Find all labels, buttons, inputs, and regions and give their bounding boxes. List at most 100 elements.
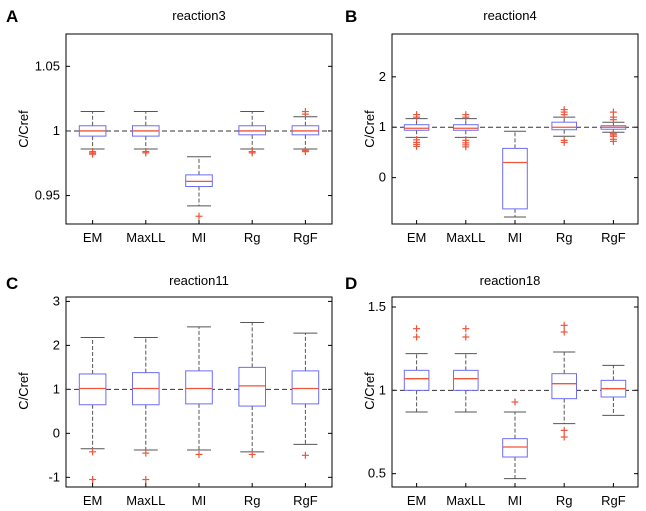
panel-c-x-tick-label: RgF (293, 493, 318, 508)
panel-c-y-tick-label: 2 (53, 337, 60, 352)
box-body (502, 438, 528, 458)
box-body (551, 373, 578, 400)
outlier-marker (413, 325, 421, 333)
box-body (453, 124, 479, 131)
box-body (238, 366, 266, 407)
panel-c-letter: C (6, 274, 18, 293)
panel-c-y-tick-label: 3 (53, 293, 60, 308)
panel-b-y-tick-label: 0 (379, 170, 386, 185)
panel-c-y-tick-label: 0 (53, 425, 60, 440)
panel-b-y-axis-label: C/Cref (362, 110, 377, 148)
outlier-marker (560, 138, 568, 146)
outlier-marker (301, 451, 309, 459)
panel-d-box-maxll (453, 325, 479, 413)
box-body (291, 370, 320, 405)
box-body (403, 124, 430, 131)
panel-c-x-tick-label: MI (192, 493, 206, 508)
outlier-marker (560, 328, 568, 336)
panel-a-x-tick-label: MI (192, 230, 206, 245)
outlier-marker (462, 113, 470, 121)
outlier-marker (301, 110, 309, 118)
panel-d-y-tick-label: 0.5 (368, 466, 386, 481)
panel-b-x-tick-label: MaxLL (446, 230, 485, 245)
box-body (502, 147, 528, 210)
outlier-marker (301, 148, 309, 156)
panel-a-box-mi (185, 156, 213, 220)
box-body (78, 373, 107, 406)
outlier-marker (142, 476, 150, 484)
panel-d-y-tick-label: 1.5 (368, 299, 386, 314)
panel-c: C reaction11 C/Cref -1 0 1 2 3 EM MaxLL MI Rg RgF (6, 273, 333, 508)
panel-a-y-tick-label: 1 (53, 123, 60, 138)
panel-d: D reaction18 C/Cref 0.5 1 1.5 EM MaxLL MI Rg Rg… (345, 273, 639, 508)
panel-a-box-em (78, 111, 107, 158)
panel-d-letter: D (345, 274, 357, 293)
outlier-marker (462, 325, 470, 333)
panel-b-box-rgf (600, 108, 627, 145)
panel-b-x-tick-label: EM (407, 230, 427, 245)
outlier-marker (195, 212, 203, 220)
outlier-marker (560, 111, 568, 119)
panel-d-box-rg (551, 321, 578, 441)
panel-c-title: reaction11 (169, 273, 229, 288)
panel-c-box-mi (185, 326, 213, 458)
panel-d-x-tick-label: RgF (601, 493, 626, 508)
outlier-marker (560, 433, 568, 441)
panel-d-x-tick-label: EM (407, 493, 427, 508)
outlier-marker (560, 426, 568, 434)
panel-c-x-tick-label: Rg (244, 493, 261, 508)
outlier-marker (248, 149, 256, 157)
panel-b-box-rg (551, 106, 578, 146)
box-body (403, 369, 430, 391)
panel-c-box-rg (238, 322, 266, 458)
panel-c-y-axis-label: C/Cref (16, 372, 31, 410)
panel-b-box-mi (502, 130, 528, 218)
outlier-marker (89, 150, 97, 158)
outlier-marker (462, 143, 470, 151)
panel-b-box-em (403, 111, 430, 150)
outlier-marker (142, 449, 150, 457)
box-body (453, 369, 479, 391)
panel-c-box-maxll (132, 336, 160, 484)
panel-a-y-axis-label: C/Cref (16, 110, 31, 148)
panel-c-y-tick-label: 1 (53, 381, 60, 396)
outlier-marker (142, 149, 150, 157)
panel-a-letter: A (6, 7, 18, 26)
panel-d-box-rgf (600, 364, 627, 416)
panel-a-x-tick-label: MaxLL (126, 230, 165, 245)
panel-b: B reaction4 C/Cref 0 1 2 EM MaxLL MI Rg RgF (345, 7, 639, 245)
panel-a-x-tick-label: Rg (244, 230, 261, 245)
outlier-marker (89, 448, 97, 456)
panel-a-box-maxll (132, 111, 160, 157)
panel-a-y-tick-label: 1.05 (35, 58, 60, 73)
outlier-marker (195, 450, 203, 458)
panel-a-x-tick-label: EM (83, 230, 103, 245)
panel-a-title: reaction3 (172, 8, 225, 23)
panel-d-box-mi (502, 398, 528, 480)
panel-b-title: reaction4 (483, 8, 536, 23)
outlier-marker (462, 333, 470, 341)
box-body (185, 370, 213, 405)
panel-c-box-em (78, 336, 107, 484)
panel-b-y-tick-label: 1 (379, 119, 386, 134)
panel-b-x-tick-label: MI (508, 230, 522, 245)
panel-a-y-tick-label: 0.95 (35, 188, 60, 203)
panel-a: A reaction3 C/Cref 0.95 1 1.05 EM MaxLL MI Rg R… (6, 7, 333, 245)
outlier-marker (609, 137, 617, 145)
panel-a-x-tick-label: RgF (293, 230, 318, 245)
panel-b-x-tick-label: RgF (601, 230, 626, 245)
panel-a-box-rg (238, 111, 266, 157)
outlier-marker (560, 321, 568, 329)
panel-b-x-tick-label: Rg (556, 230, 573, 245)
outlier-marker (248, 450, 256, 458)
panel-c-x-tick-label: MaxLL (126, 493, 165, 508)
panel-b-box-maxll (453, 111, 479, 151)
panel-b-letter: B (345, 7, 357, 26)
panel-c-x-tick-label: EM (83, 493, 103, 508)
panel-d-y-axis-label: C/Cref (362, 372, 377, 410)
outlier-marker (413, 142, 421, 150)
outlier-marker (609, 116, 617, 124)
panel-d-x-tick-label: MaxLL (446, 493, 485, 508)
box-body (551, 121, 578, 131)
